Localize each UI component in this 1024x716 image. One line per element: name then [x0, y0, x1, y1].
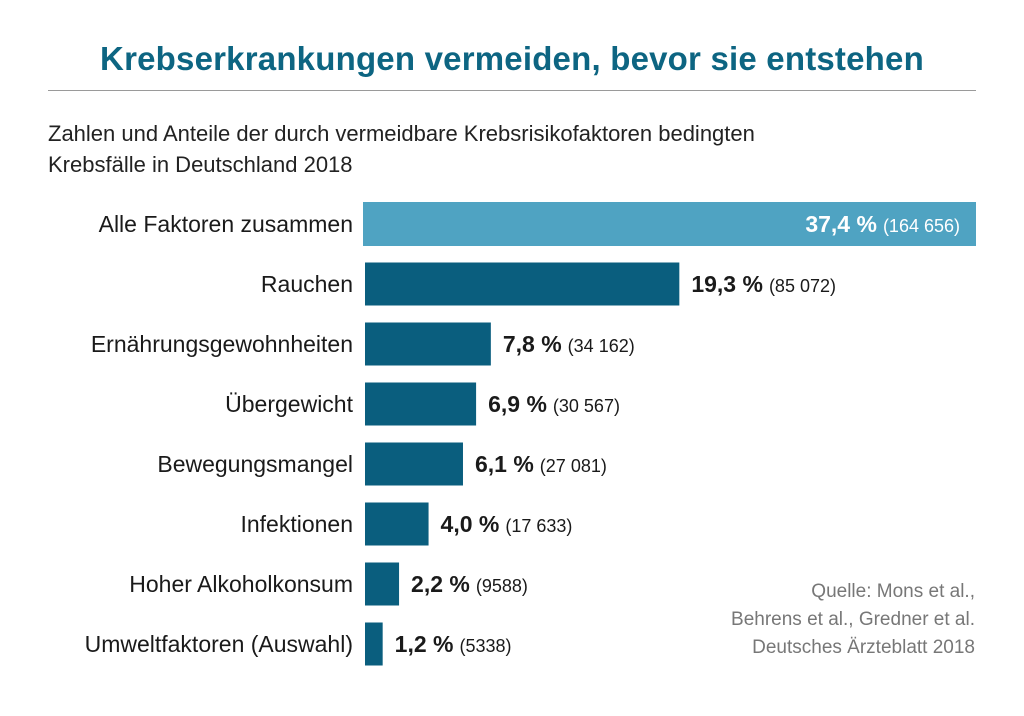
percent-label-5: 4,0 %	[441, 511, 500, 537]
category-label-5: Infektionen	[240, 511, 353, 537]
subtitle-line-1: Zahlen und Anteile der durch vermeidbare…	[48, 121, 755, 146]
count-label-4: (27 081)	[540, 456, 607, 476]
bar-4	[365, 442, 463, 486]
subtitle-line-2: Krebsfälle in Deutschland 2018	[48, 152, 353, 177]
value-label-2: 7,8 % (34 162)	[503, 331, 635, 357]
category-label-7: Umweltfaktoren (Auswahl)	[85, 631, 353, 657]
source-note: Quelle: Mons et al., Behrens et al., Gre…	[731, 578, 975, 662]
source-line-2: Behrens et al., Gredner et al.	[731, 609, 975, 630]
count-label-7: (5338)	[459, 636, 511, 656]
value-label-3: 6,9 % (30 567)	[488, 391, 620, 417]
category-label-0: Alle Faktoren zusammen	[99, 211, 353, 237]
count-label-3: (30 567)	[553, 396, 620, 416]
value-label-1: 19,3 % (85 072)	[691, 271, 836, 297]
source-line-3: Deutsches Ärzteblatt 2018	[752, 637, 975, 658]
percent-label-2: 7,8 %	[503, 331, 562, 357]
percent-label-0: 37,4 %	[805, 211, 877, 237]
chart-title: Krebserkrankungen vermeiden, bevor sie e…	[100, 40, 924, 77]
source-line-1: Quelle: Mons et al.,	[811, 581, 975, 602]
chart-subtitle: Zahlen und Anteile der durch vermeidbare…	[48, 118, 948, 180]
title-divider	[48, 90, 976, 91]
category-label-6: Hoher Alkoholkonsum	[129, 571, 353, 597]
bar-0	[363, 202, 976, 246]
value-label-0: 37,4 % (164 656)	[805, 211, 960, 237]
percent-label-1: 19,3 %	[691, 271, 763, 297]
count-label-2: (34 162)	[568, 336, 635, 356]
value-label-5: 4,0 % (17 633)	[441, 511, 573, 537]
value-label-7: 1,2 % (5338)	[395, 631, 512, 657]
count-label-1: (85 072)	[769, 276, 836, 296]
percent-label-7: 1,2 %	[395, 631, 454, 657]
bar-2	[365, 322, 491, 366]
percent-label-3: 6,9 %	[488, 391, 547, 417]
count-label-0: (164 656)	[883, 216, 960, 236]
bar-7	[365, 622, 383, 666]
category-label-1: Rauchen	[261, 271, 353, 297]
category-label-3: Übergewicht	[225, 391, 353, 417]
value-label-4: 6,1 % (27 081)	[475, 451, 607, 477]
bar-5	[365, 502, 429, 546]
value-label-6: 2,2 % (9588)	[411, 571, 528, 597]
bar-1	[365, 262, 680, 306]
bar-3	[365, 382, 477, 426]
category-label-4: Bewegungsmangel	[157, 451, 353, 477]
percent-label-6: 2,2 %	[411, 571, 470, 597]
category-label-2: Ernährungsgewohnheiten	[91, 331, 353, 357]
percent-label-4: 6,1 %	[475, 451, 534, 477]
count-label-6: (9588)	[476, 576, 528, 596]
count-label-5: (17 633)	[505, 516, 572, 536]
bar-6	[365, 562, 400, 606]
